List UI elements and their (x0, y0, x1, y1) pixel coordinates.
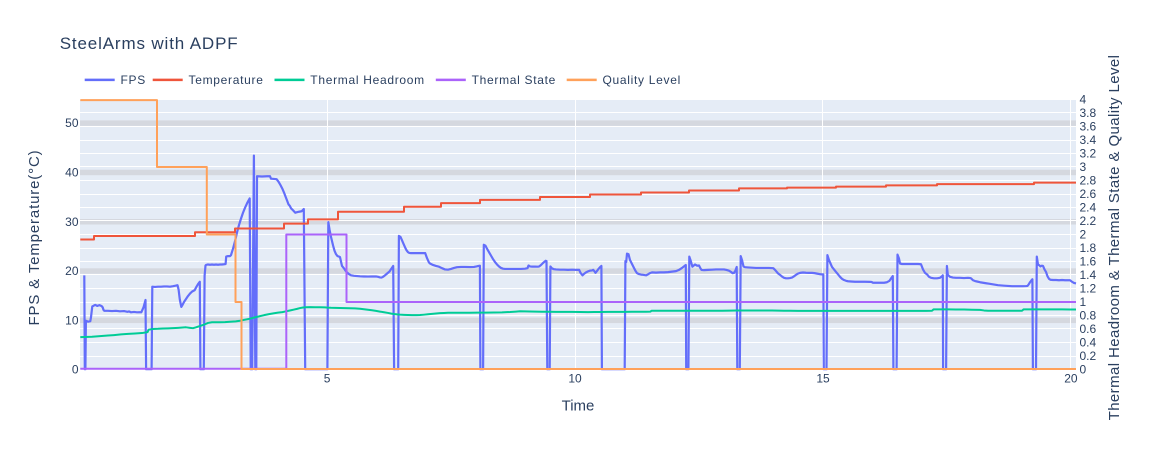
svg-text:1.4: 1.4 (1080, 268, 1097, 282)
svg-text:3.2: 3.2 (1080, 147, 1097, 161)
svg-text:0.8: 0.8 (1080, 309, 1097, 323)
svg-text:5: 5 (324, 372, 331, 386)
svg-text:10: 10 (568, 372, 582, 386)
svg-text:2.8: 2.8 (1080, 174, 1097, 188)
svg-text:4: 4 (1080, 93, 1087, 107)
svg-text:Thermal Headroom: Thermal Headroom (310, 73, 425, 87)
svg-text:50: 50 (65, 116, 79, 130)
svg-text:15: 15 (816, 372, 830, 386)
svg-text:0.4: 0.4 (1080, 336, 1097, 350)
svg-text:1.8: 1.8 (1080, 241, 1097, 255)
svg-text:0: 0 (72, 363, 79, 377)
svg-text:Time: Time (562, 397, 595, 414)
svg-text:2.2: 2.2 (1080, 214, 1097, 228)
svg-text:2: 2 (1080, 228, 1087, 242)
svg-text:2.4: 2.4 (1080, 201, 1097, 215)
svg-text:0: 0 (1080, 363, 1087, 377)
svg-text:FPS & Temperature(°C): FPS & Temperature(°C) (26, 150, 43, 326)
svg-text:3: 3 (1080, 160, 1087, 174)
svg-text:20: 20 (1064, 372, 1078, 386)
svg-text:3.8: 3.8 (1080, 106, 1097, 120)
svg-text:20: 20 (65, 264, 79, 278)
svg-text:1: 1 (1080, 295, 1087, 309)
svg-text:40: 40 (65, 166, 79, 180)
svg-text:0.6: 0.6 (1080, 322, 1097, 336)
svg-text:0.2: 0.2 (1080, 349, 1097, 363)
svg-text:30: 30 (65, 215, 79, 229)
svg-text:FPS: FPS (121, 73, 146, 87)
svg-text:1.6: 1.6 (1080, 255, 1097, 269)
svg-text:1.2: 1.2 (1080, 282, 1097, 296)
svg-text:10: 10 (65, 313, 79, 327)
svg-text:3.6: 3.6 (1080, 120, 1097, 134)
svg-text:Temperature: Temperature (189, 73, 264, 87)
svg-text:Thermal State: Thermal State (472, 73, 556, 87)
svg-text:3.4: 3.4 (1080, 133, 1097, 147)
svg-text:SteelArms with ADPF: SteelArms with ADPF (60, 34, 239, 53)
svg-text:Thermal Headroom & Thermal Sta: Thermal Headroom & Thermal State & Quali… (1106, 55, 1123, 421)
svg-text:Quality Level: Quality Level (603, 73, 681, 87)
svg-text:2.6: 2.6 (1080, 187, 1097, 201)
